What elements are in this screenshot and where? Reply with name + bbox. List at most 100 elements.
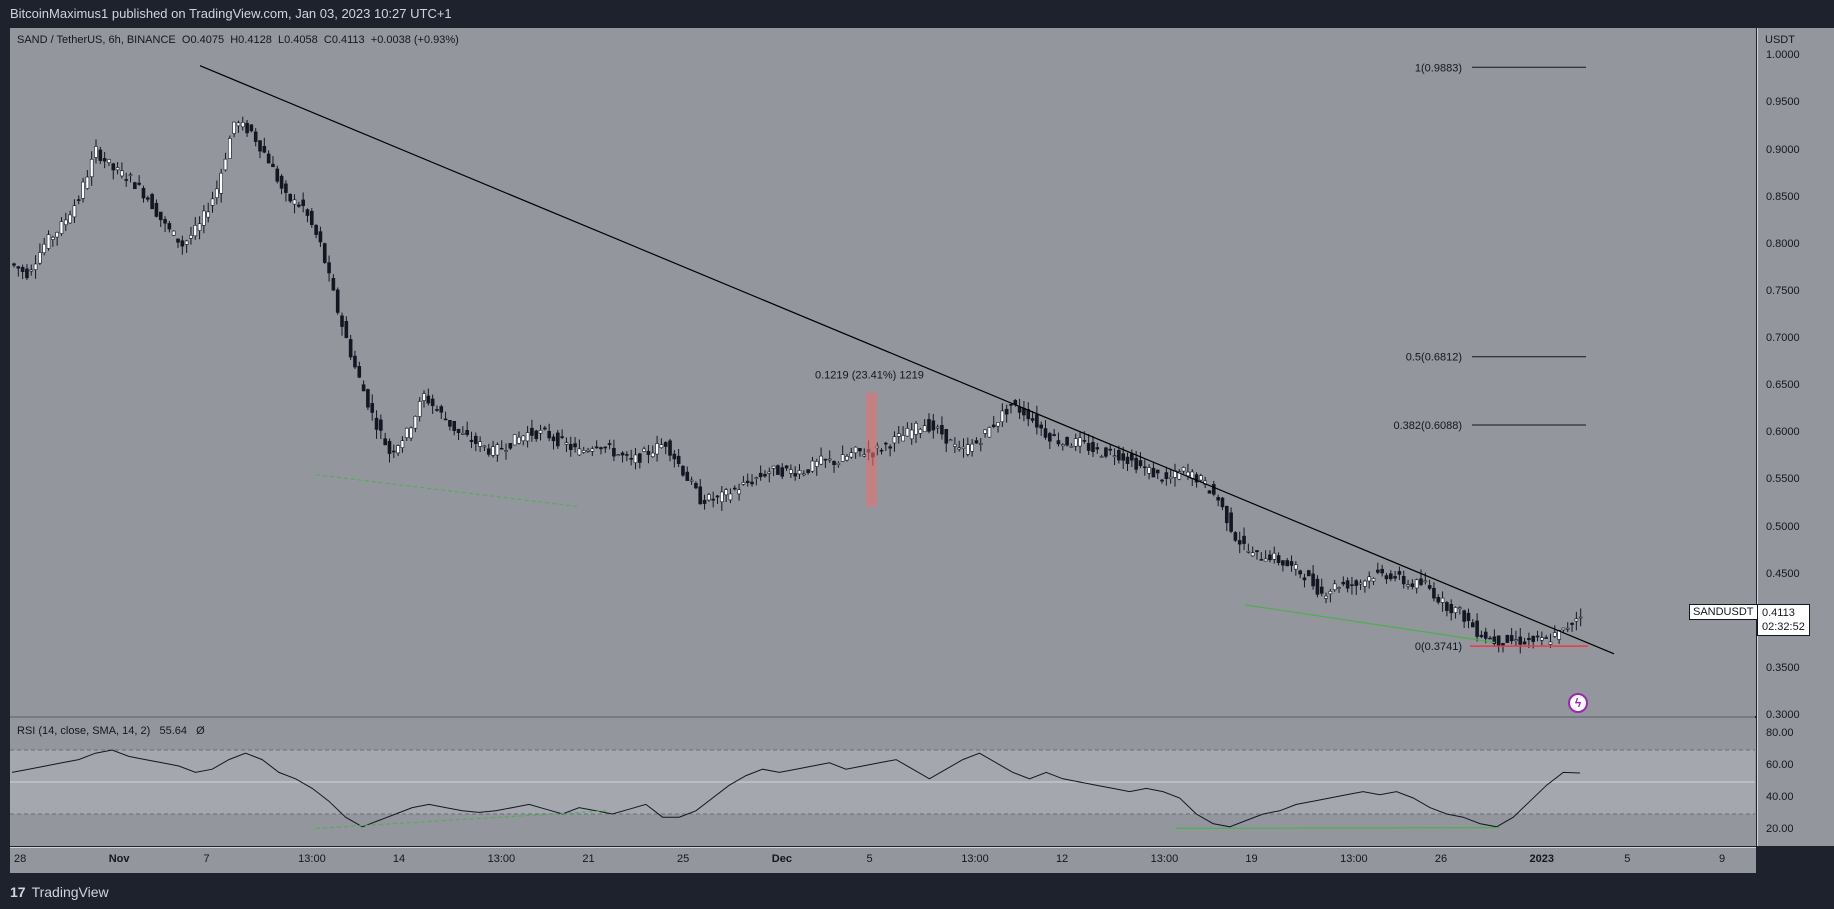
candle-up xyxy=(1199,475,1203,481)
candle-up xyxy=(650,452,655,457)
candle-up xyxy=(642,448,646,452)
candle-up xyxy=(128,174,133,176)
candle-up xyxy=(512,434,517,446)
candle-up xyxy=(206,211,211,218)
candle-up xyxy=(1294,564,1298,570)
candle-down xyxy=(465,430,469,435)
candle-down xyxy=(1479,634,1484,638)
candle-down xyxy=(1155,469,1160,474)
rsi-title: RSI (14, close, SMA, 14, 2) xyxy=(17,725,151,737)
candle-up xyxy=(1458,607,1462,610)
fib-label: 0.382(0.6088) xyxy=(1394,420,1463,432)
tradingview-logo[interactable]: 17 TradingView xyxy=(10,884,109,900)
candle-up xyxy=(202,210,206,226)
candle-down xyxy=(180,240,185,247)
candle-down xyxy=(745,480,750,483)
candle-down xyxy=(1388,573,1393,580)
candle-down xyxy=(370,403,375,413)
time-tick-label: 25 xyxy=(677,853,690,865)
candle-down xyxy=(1048,433,1052,442)
candle-up xyxy=(564,442,569,445)
candle-down xyxy=(530,427,534,436)
candle-up xyxy=(417,401,422,417)
candle-down xyxy=(543,427,547,430)
time-axis[interactable] xyxy=(10,847,1756,874)
candle-down xyxy=(806,469,810,473)
candle-down xyxy=(1544,637,1548,639)
candle-down xyxy=(1229,512,1233,532)
candle-up xyxy=(404,427,409,438)
candle-down xyxy=(1104,447,1108,457)
candle-down xyxy=(1009,403,1013,406)
candle-down xyxy=(888,446,892,449)
candle-up xyxy=(63,219,68,226)
candle-down xyxy=(1570,622,1574,625)
candle-up xyxy=(819,455,823,465)
candle-up xyxy=(85,176,90,189)
price-tick-label: 0.8500 xyxy=(1766,190,1800,203)
candle-down xyxy=(629,458,633,460)
candle-down xyxy=(763,473,767,477)
measure-box xyxy=(866,392,877,507)
last-price-tag: 0.4113 02:32:52 xyxy=(1757,604,1810,636)
candle-down xyxy=(1319,586,1324,594)
candle-down xyxy=(1311,573,1315,587)
candle-up xyxy=(905,428,910,437)
rsi-tick-label: 20.00 xyxy=(1766,823,1794,835)
candle-up xyxy=(68,214,72,224)
candle-down xyxy=(668,440,672,456)
candle-down xyxy=(1384,575,1389,580)
price-divergence-line xyxy=(1244,604,1496,644)
candle-down xyxy=(944,429,949,444)
candle-up xyxy=(966,444,970,455)
candle-down xyxy=(1142,466,1147,469)
time-tick-label: 13:00 xyxy=(1340,853,1368,865)
fib-label: 1(0.9883) xyxy=(1415,62,1462,74)
candle-up xyxy=(978,443,983,445)
candle-down xyxy=(1354,580,1359,586)
price-tick-label: 0.5500 xyxy=(1766,473,1800,486)
price-tick-label: 0.9000 xyxy=(1766,143,1800,156)
rsi-hide-icon[interactable]: Ø xyxy=(196,725,205,737)
candle-down xyxy=(314,224,318,235)
candle-down xyxy=(1121,453,1125,461)
candle-down xyxy=(1194,474,1199,483)
candle-up xyxy=(1112,455,1117,458)
candle-down xyxy=(176,238,180,243)
candle-down xyxy=(387,440,392,454)
fib-label: 0.5(0.6812) xyxy=(1406,352,1462,364)
candle-down xyxy=(1004,408,1009,415)
candle-up xyxy=(767,471,772,474)
candle-up xyxy=(896,433,901,437)
candle-down xyxy=(1130,453,1134,461)
candle-up xyxy=(1060,444,1065,447)
candle-up xyxy=(1332,583,1337,591)
candle-up xyxy=(29,269,34,272)
candle-up xyxy=(987,427,992,438)
candle-down xyxy=(141,187,146,199)
price-axis[interactable] xyxy=(1757,28,1834,846)
time-tick-label: 14 xyxy=(392,853,406,865)
candle-down xyxy=(1285,560,1290,567)
candle-down xyxy=(167,223,172,230)
candle-up xyxy=(223,158,228,171)
high-value: 0.4128 xyxy=(238,34,272,46)
candle-up xyxy=(1367,576,1372,582)
candle-up xyxy=(59,221,64,234)
candle-down xyxy=(340,315,344,327)
candle-down xyxy=(284,183,288,193)
candle-up xyxy=(771,465,776,469)
candle-down xyxy=(124,179,129,181)
rsi-tick-label: 60.00 xyxy=(1766,759,1794,771)
lightning-icon[interactable]: ϟ xyxy=(1568,693,1588,713)
rsi-legend[interactable]: RSI (14, close, SMA, 14, 2) 55.64 Ø xyxy=(17,725,205,737)
candle-up xyxy=(81,181,85,199)
time-tick-label: 13:00 xyxy=(487,853,516,865)
candle-down xyxy=(150,194,154,210)
candle-down xyxy=(1082,440,1087,442)
price-pane[interactable] xyxy=(10,28,1756,716)
symbol-legend[interactable]: SAND / TetherUS, 6h, BINANCE O0.4075 H0.… xyxy=(17,34,459,46)
candle-down xyxy=(1302,577,1307,581)
candle-up xyxy=(478,441,482,447)
candle-down xyxy=(443,418,448,421)
